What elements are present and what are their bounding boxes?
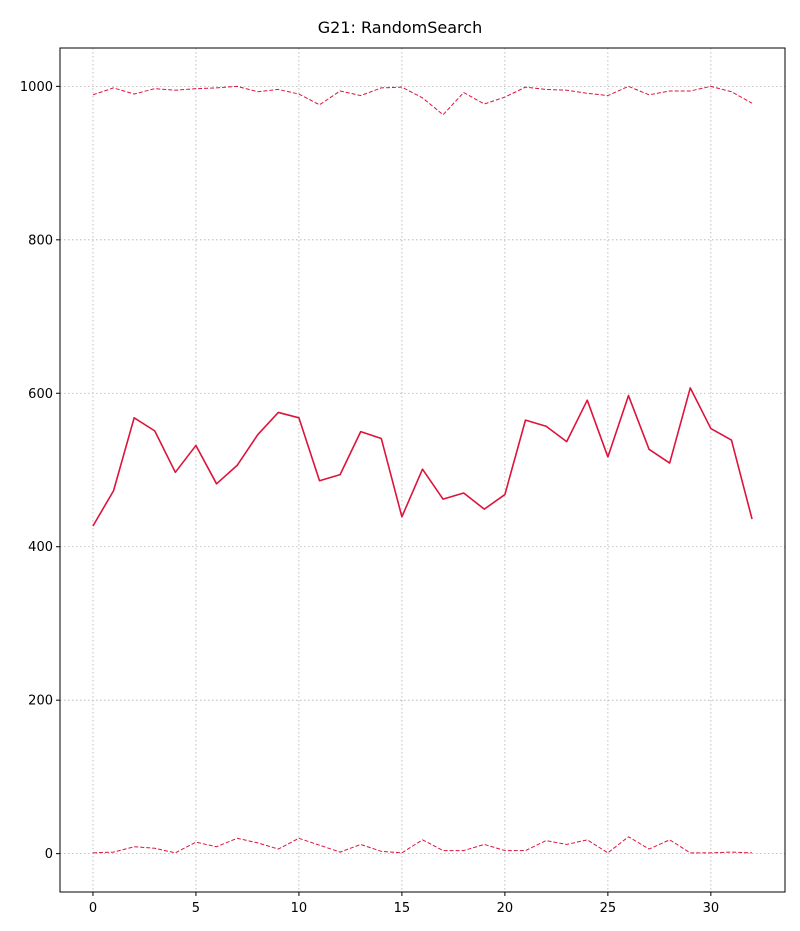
y-tick-label: 400 <box>28 540 53 555</box>
y-tick-label: 800 <box>28 233 53 248</box>
plot-frame <box>59 47 786 893</box>
y-tick-label: 1000 <box>20 80 53 95</box>
y-tick-label: 0 <box>45 847 53 862</box>
y-tick-label: 200 <box>28 694 53 709</box>
x-tick-label: 0 <box>89 901 97 916</box>
x-tick-label: 20 <box>497 901 514 916</box>
series-layer <box>92 85 753 854</box>
series-line-3 <box>92 836 753 854</box>
series-line-1 <box>92 387 753 527</box>
x-tick-label: 15 <box>394 901 411 916</box>
series-line-2 <box>92 85 753 116</box>
x-tick-label: 25 <box>600 901 617 916</box>
x-tick-label: 5 <box>192 901 200 916</box>
x-tick-label: 30 <box>703 901 720 916</box>
y-tick-label: 600 <box>28 387 53 402</box>
chart-title: G21: RandomSearch <box>318 18 482 37</box>
axes: 0 5 10 15 20 25 30 0 200 400 600 800 1000 <box>20 47 786 916</box>
x-tick-label: 10 <box>291 901 308 916</box>
grid <box>60 48 785 892</box>
